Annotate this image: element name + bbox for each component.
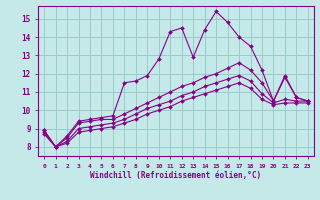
X-axis label: Windchill (Refroidissement éolien,°C): Windchill (Refroidissement éolien,°C) xyxy=(91,171,261,180)
